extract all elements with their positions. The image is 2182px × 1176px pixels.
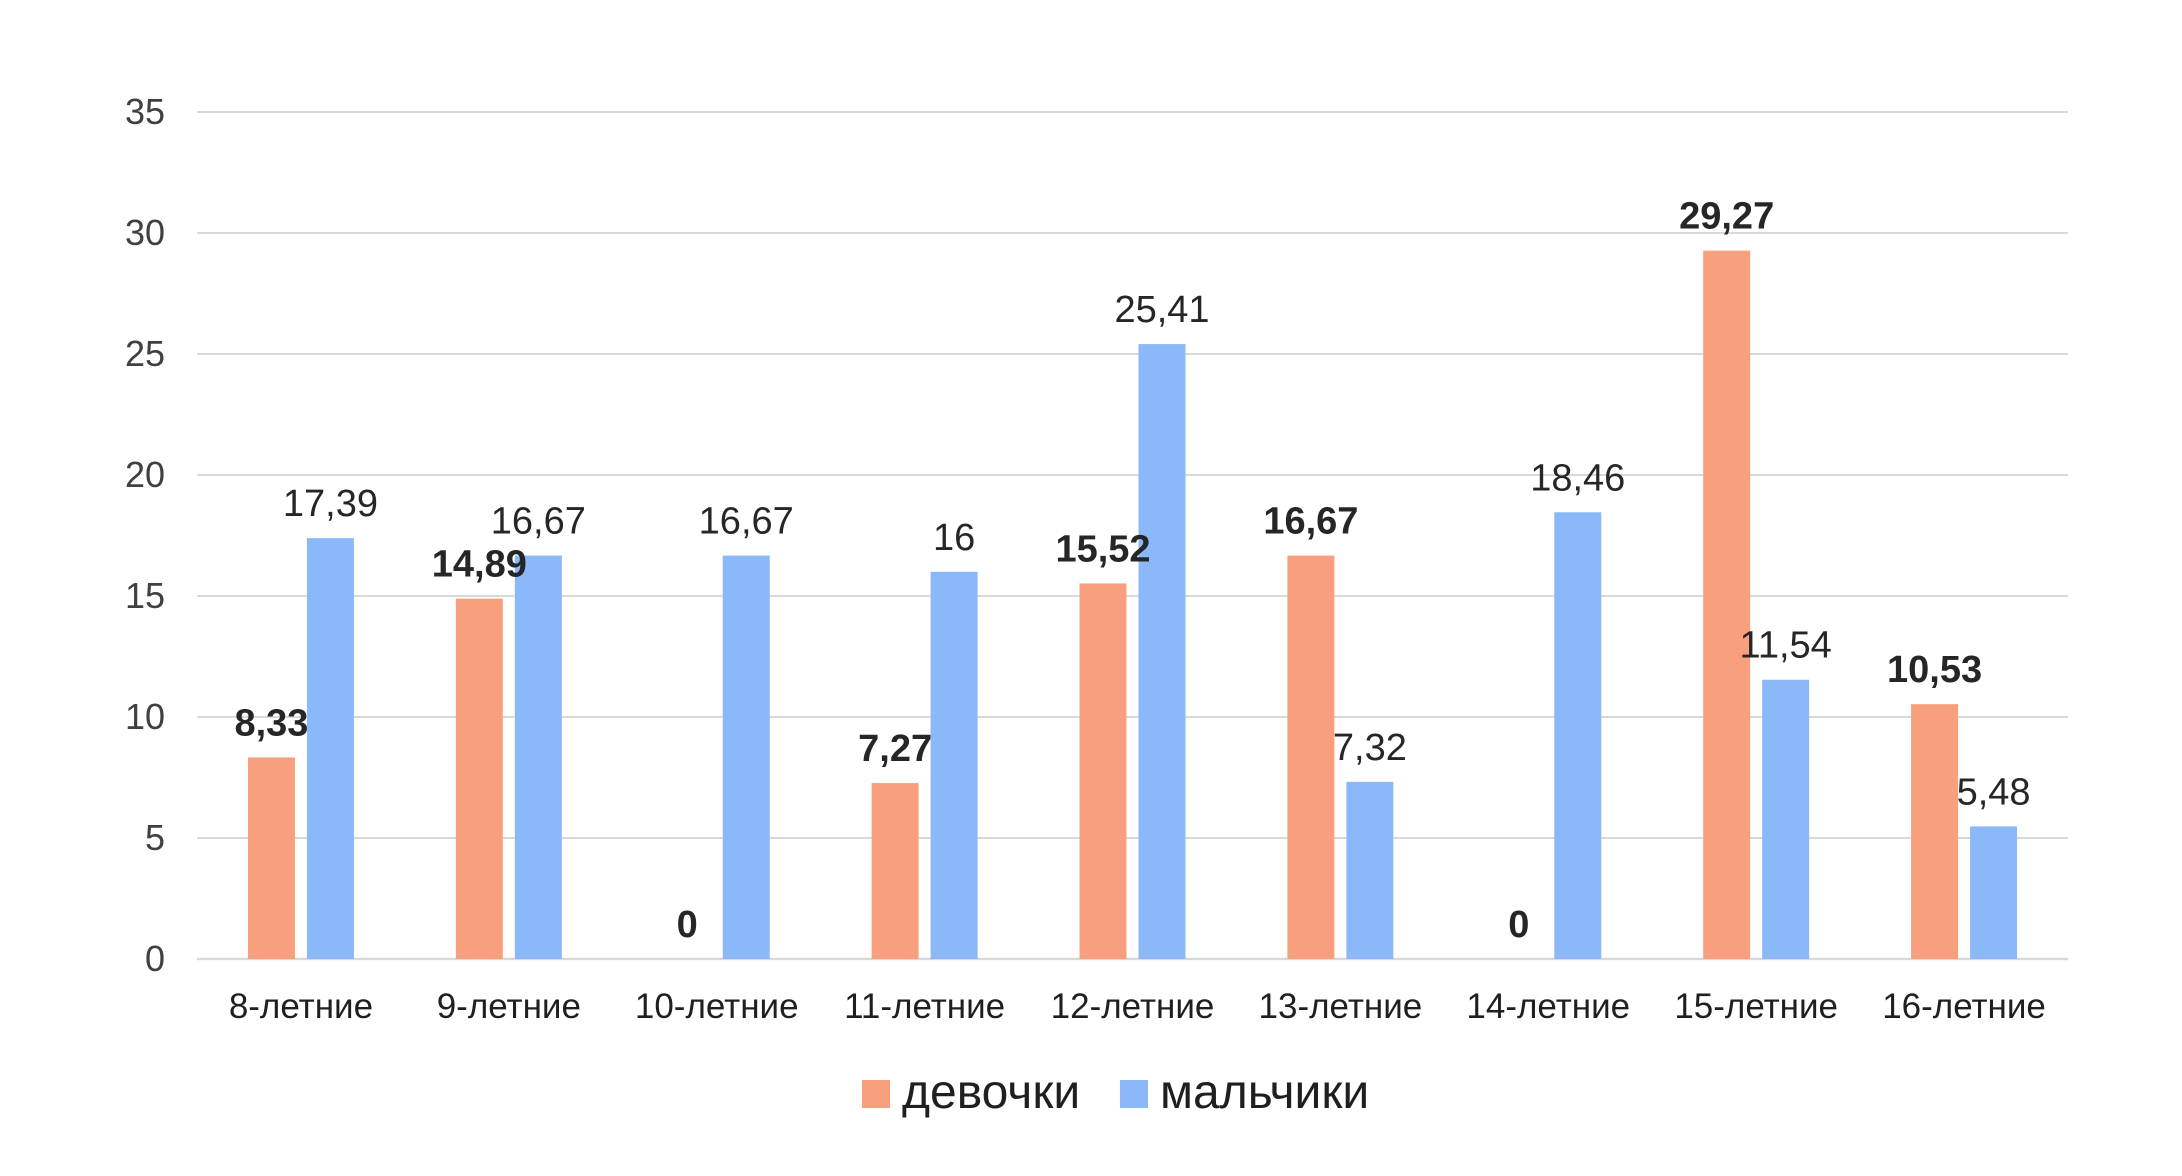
- y-tick-label: 0: [145, 938, 165, 979]
- data-label: 16,67: [491, 501, 586, 543]
- data-label: 25,41: [1114, 289, 1209, 331]
- data-label: 0: [1508, 904, 1529, 946]
- data-label: 8,33: [234, 702, 308, 744]
- bar-boys: [1762, 679, 1810, 959]
- bar-girls: [871, 783, 919, 959]
- data-label: 18,46: [1530, 457, 1625, 499]
- data-label: 14,89: [432, 544, 527, 586]
- data-label: 17,39: [283, 483, 378, 525]
- x-tick-label: 10-летние: [635, 987, 799, 1026]
- legend-swatch: [1120, 1080, 1148, 1108]
- y-axis-ticks: 0 5 10 15 20 25 30 35: [125, 91, 165, 979]
- data-label: 11,54: [1740, 625, 1832, 667]
- bar-girls: [1287, 555, 1335, 959]
- bar-boys: [1346, 781, 1394, 959]
- x-tick-label: 13-летние: [1259, 987, 1423, 1026]
- bar-boys: [722, 555, 770, 959]
- data-label: 15,52: [1055, 528, 1150, 570]
- bar-boys: [930, 571, 978, 959]
- bar-boys: [514, 555, 562, 959]
- x-tick-label: 8-летние: [229, 987, 373, 1026]
- legend-label: девочки: [902, 1066, 1080, 1119]
- x-tick-label: 15-летние: [1674, 987, 1838, 1026]
- bar-girls: [1911, 704, 1959, 959]
- legend: девочки мальчики: [862, 1066, 1369, 1119]
- bar-girls: [1079, 583, 1127, 959]
- x-axis-ticks: 8-летние 9-летние 10-летние 11-летние 12-лет…: [229, 987, 2046, 1026]
- bar-girls: [455, 598, 503, 959]
- data-label: 10,53: [1887, 649, 1982, 691]
- data-label: 29,27: [1679, 196, 1774, 238]
- legend-label: мальчики: [1160, 1066, 1369, 1119]
- y-tick-label: 35: [125, 91, 165, 132]
- y-tick-label: 5: [145, 817, 165, 858]
- y-tick-label: 15: [125, 575, 165, 616]
- x-tick-label: 16-летние: [1882, 987, 2046, 1026]
- x-tick-label: 9-летние: [437, 987, 581, 1026]
- bars-layer: [247, 250, 2018, 959]
- bar-boys: [1554, 512, 1602, 959]
- grid-layer: [197, 111, 2068, 961]
- data-label: 16,67: [1263, 501, 1358, 543]
- bar-girls: [1703, 250, 1751, 959]
- y-tick-label: 10: [125, 696, 165, 737]
- bar-boys: [1138, 344, 1186, 959]
- data-label: 16: [933, 517, 975, 559]
- legend-swatch: [862, 1080, 890, 1108]
- y-tick-label: 25: [125, 333, 165, 374]
- y-tick-label: 20: [125, 454, 165, 495]
- data-label: 0: [677, 904, 698, 946]
- y-tick-label: 30: [125, 212, 165, 253]
- data-label: 16,67: [699, 501, 794, 543]
- x-tick-label: 11-летние: [844, 987, 1005, 1026]
- x-tick-label: 12-летние: [1051, 987, 1215, 1026]
- bar-boys: [306, 538, 354, 959]
- data-label: 7,27: [858, 728, 932, 770]
- bar-girls: [247, 757, 295, 959]
- x-tick-label: 14-летние: [1466, 987, 1630, 1026]
- data-label: 7,32: [1333, 727, 1407, 769]
- data-label: 5,48: [1957, 771, 2031, 813]
- bar-boys: [1970, 826, 2018, 959]
